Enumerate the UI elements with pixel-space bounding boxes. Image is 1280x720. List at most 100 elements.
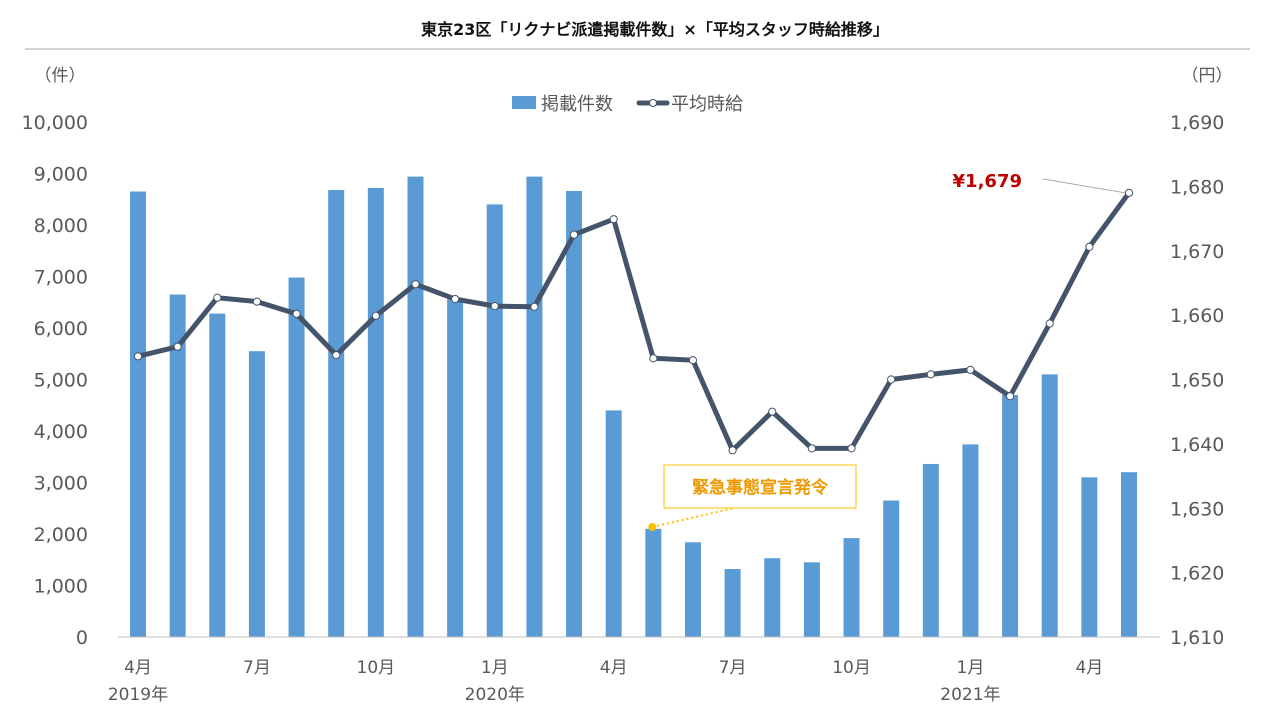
wage-point <box>530 302 539 311</box>
bar <box>764 558 781 637</box>
bar <box>288 277 305 637</box>
x-tick-label: 7月 <box>243 658 271 678</box>
wage-point <box>371 311 380 320</box>
wage-point <box>1045 319 1054 328</box>
bar <box>130 191 146 637</box>
bar <box>248 351 265 637</box>
year-label: 2020年 <box>465 685 525 705</box>
x-tick-label: 4月 <box>124 658 152 678</box>
wage-point <box>569 230 579 239</box>
legend: 掲載件数 平均時給 <box>512 94 743 115</box>
annotation-latest-leader <box>1042 178 1126 194</box>
left-tick-label: 6,000 <box>34 318 88 340</box>
x-tick-label: 1月 <box>957 658 985 678</box>
annotation-latest-wage: ¥1,679 <box>953 171 1126 194</box>
right-tick-label: 1,650 <box>1170 370 1224 392</box>
wage-point <box>807 444 816 453</box>
year-label: 2021年 <box>940 685 1000 705</box>
wage-point <box>133 352 143 361</box>
wage-point <box>847 444 856 453</box>
wage-point <box>252 297 262 306</box>
wage-point <box>411 280 420 289</box>
bar <box>328 189 345 638</box>
bar <box>684 542 701 637</box>
x-axis: 4月 7月 10月 1月 4月 7月 10月 1月 4月 2019年 2020年 2021年 <box>108 658 1103 705</box>
legend-swatch-bar <box>512 96 536 109</box>
bar <box>1121 472 1137 637</box>
bar-series <box>130 176 1137 638</box>
wage-point <box>768 407 777 416</box>
wage-line <box>135 190 1132 453</box>
wage-point <box>649 354 658 363</box>
left-axis: 0 1,000 2,000 3,000 4,000 5,000 6,000 7,000 8,00… <box>22 112 88 649</box>
bar <box>1081 477 1098 637</box>
bar <box>209 313 226 637</box>
x-tick-label: 4月 <box>600 658 628 678</box>
bar <box>605 410 622 637</box>
wage-point <box>966 365 975 374</box>
wage-point <box>173 342 182 351</box>
right-tick-label: 1,640 <box>1170 434 1224 456</box>
bar <box>724 569 741 637</box>
annotation-emergency: 緊急事態宣言発令 <box>648 464 857 531</box>
left-tick-label: 2,000 <box>34 524 88 546</box>
legend-label-line: 平均時給 <box>671 94 743 115</box>
bar <box>803 562 820 637</box>
chart-title: 東京23区「リクナビ派遣掲載件数」×「平均スタッフ時給推移」 <box>421 20 889 39</box>
wage-point <box>1085 242 1094 251</box>
wage-point <box>688 356 698 365</box>
left-tick-label: 4,000 <box>34 421 88 443</box>
left-tick-label: 10,000 <box>22 112 88 134</box>
left-tick-label: 9,000 <box>34 164 88 186</box>
bar <box>367 187 384 638</box>
left-axis-unit: （件） <box>35 66 86 86</box>
x-tick-label: 4月 <box>1075 658 1103 678</box>
right-axis: 1,610 1,620 1,630 1,640 1,650 1,660 1,670 1,680… <box>1170 112 1224 649</box>
x-tick-label: 10月 <box>832 658 871 678</box>
bar <box>645 528 662 637</box>
bar <box>922 463 939 637</box>
wage-point <box>292 309 301 318</box>
right-axis-unit: （円） <box>1182 66 1233 86</box>
wage-point <box>609 215 618 224</box>
left-tick-label: 3,000 <box>34 473 88 495</box>
left-tick-label: 0 <box>76 627 88 649</box>
bar <box>962 444 979 637</box>
wage-point <box>451 294 460 304</box>
wage-point <box>887 375 896 384</box>
bar <box>1002 394 1019 637</box>
bar <box>843 538 860 637</box>
bar <box>169 294 186 637</box>
wage-point <box>728 446 737 455</box>
right-tick-label: 1,660 <box>1170 305 1224 327</box>
x-tick-label: 10月 <box>357 658 396 678</box>
left-tick-label: 8,000 <box>34 215 88 237</box>
right-tick-label: 1,690 <box>1170 112 1224 134</box>
x-tick-label: 1月 <box>481 658 509 678</box>
bar <box>486 204 503 637</box>
wage-point <box>490 302 499 311</box>
right-tick-label: 1,670 <box>1170 241 1224 263</box>
bar <box>1041 374 1058 637</box>
wage-point <box>1124 188 1134 197</box>
left-tick-label: 1,000 <box>34 576 88 598</box>
annotation-marker <box>648 523 657 531</box>
bar <box>566 191 583 637</box>
legend-swatch-marker <box>649 99 657 107</box>
left-tick-label: 7,000 <box>34 267 88 289</box>
latest-wage-label: ¥1,679 <box>953 171 1022 192</box>
wage-point <box>332 350 341 360</box>
right-tick-label: 1,610 <box>1170 627 1224 649</box>
legend-label-bar: 掲載件数 <box>541 94 613 115</box>
annotation-leader-line <box>652 507 735 528</box>
wage-point <box>213 293 222 302</box>
right-tick-label: 1,620 <box>1170 563 1224 585</box>
wage-point <box>1005 392 1015 401</box>
left-tick-label: 5,000 <box>34 370 88 392</box>
bar <box>883 500 900 637</box>
bar <box>407 176 424 637</box>
wage-point <box>926 370 935 379</box>
year-label: 2019年 <box>108 685 168 705</box>
right-tick-label: 1,680 <box>1170 176 1224 198</box>
